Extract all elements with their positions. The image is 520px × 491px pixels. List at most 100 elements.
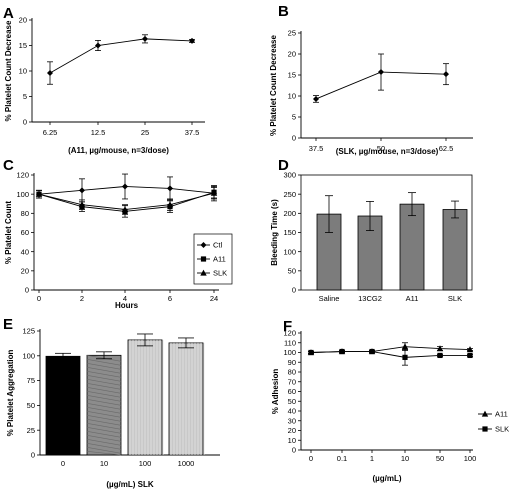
x-tick-label: 10 — [100, 459, 108, 468]
y-tick-label: 25 — [27, 426, 35, 435]
series-line — [49, 38, 193, 74]
y-axis-label: % Platelet Count Decrease — [4, 20, 13, 121]
legend-marker — [200, 242, 207, 248]
y-tick-label: 30 — [288, 416, 296, 425]
bar-hatch — [86, 431, 122, 438]
x-tick-label: 0 — [309, 454, 313, 463]
x-tick-label: 50 — [436, 454, 444, 463]
legend-label: Ctl — [213, 241, 223, 250]
y-tick-label: 60 — [288, 387, 296, 396]
y-tick-label: 70 — [288, 377, 296, 386]
y-axis-label: % Platelet Count — [4, 201, 13, 264]
y-tick-label: 100 — [22, 351, 35, 360]
y-tick-label: 20 — [21, 266, 29, 275]
y-tick-label: 80 — [21, 209, 29, 218]
y-tick-label: 10 — [288, 92, 296, 101]
x-tick-label: 37.5 — [309, 144, 324, 153]
panel-d: D 0 50 100 150 200 250 300 Bleeding Time (s) Sali… — [270, 157, 473, 303]
y-tick-label: 20 — [288, 426, 296, 435]
y-tick-label: 200 — [283, 209, 296, 218]
data-point — [369, 348, 375, 355]
y-tick-label: 250 — [283, 190, 296, 199]
x-tick-label: A11 — [406, 294, 419, 303]
y-tick-label: 0 — [31, 451, 35, 460]
bar-hatch — [86, 375, 122, 382]
bar-hatch — [86, 407, 122, 414]
x-tick-label: 0 — [37, 294, 41, 303]
data-point — [401, 343, 409, 350]
y-tick-label: 50 — [288, 266, 296, 275]
bar-hatch — [86, 443, 122, 450]
panel-letter: D — [278, 157, 289, 174]
bar — [399, 203, 425, 291]
x-axis-label: (SLK, µg/mouse, n=3/dose) — [336, 147, 439, 156]
y-tick-label: 15 — [19, 41, 27, 50]
panel-letter: F — [283, 318, 292, 335]
y-tick-label: 0 — [292, 446, 296, 455]
data-point — [35, 190, 43, 197]
x-tick-label: 4 — [123, 294, 127, 303]
data-point — [79, 187, 85, 194]
x-tick-label: 24 — [210, 294, 218, 303]
y-axis-label: % Adhesion — [271, 369, 280, 415]
bar-hatch — [86, 383, 122, 390]
x-axis-label: (µg/mL) — [372, 474, 401, 483]
x-tick-label: 13CG2 — [358, 294, 382, 303]
y-tick-label: 90 — [288, 358, 296, 367]
y-tick-label: 25 — [288, 29, 296, 38]
y-tick-label: 75 — [27, 376, 35, 385]
x-axis-label: (µg/mL) SLK — [106, 480, 153, 489]
legend-label: SLK — [495, 425, 509, 434]
y-axis-label: % Platelet Count Decrease — [269, 34, 278, 135]
y-tick-label: 40 — [288, 407, 296, 416]
data-point — [78, 201, 86, 208]
bar-hatch — [86, 427, 122, 434]
panel-letter: C — [3, 157, 14, 174]
y-tick-label: 120 — [283, 329, 296, 338]
x-tick-label: SLK — [448, 294, 462, 303]
bar — [45, 355, 81, 456]
bar-hatch — [86, 447, 122, 454]
data-point — [122, 183, 128, 190]
data-point — [142, 35, 148, 42]
bar-hatch — [86, 415, 122, 422]
y-tick-label: 5 — [292, 113, 296, 122]
panel-b: B 0 5 10 15 20 25 % Platelet Count Decrease 37.5… — [269, 3, 473, 156]
panel-letter: E — [3, 316, 13, 333]
x-axis-label: Hours — [115, 301, 139, 310]
y-tick-label: 60 — [21, 228, 29, 237]
y-tick-label: 120 — [16, 171, 29, 180]
bar-hatch — [86, 411, 122, 418]
legend-label: A11 — [213, 255, 226, 264]
data-point — [189, 37, 195, 44]
bar-hatch — [86, 451, 122, 456]
series-line — [310, 351, 470, 358]
data-point — [167, 185, 173, 192]
bar-hatch — [86, 367, 122, 374]
panel-letter: B — [278, 3, 289, 20]
y-tick-label: 15 — [288, 71, 296, 80]
y-tick-label: 0 — [292, 134, 296, 143]
x-tick-label: 10 — [401, 454, 409, 463]
x-tick-label: 100 — [139, 459, 152, 468]
bar — [442, 209, 468, 291]
y-tick-label: 0 — [292, 286, 296, 295]
y-tick-label: 10 — [19, 67, 27, 76]
legend-label: A11 — [495, 410, 508, 419]
bar — [357, 215, 383, 291]
x-tick-label: 37.5 — [185, 128, 200, 137]
x-tick-label: 25 — [141, 128, 149, 137]
x-tick-label: 100 — [464, 454, 477, 463]
y-tick-label: 50 — [27, 401, 35, 410]
data-point — [437, 352, 443, 359]
panel-e: E 0 25 50 75 100 125 % Platelet Aggregation 0 10 1… — [3, 316, 220, 489]
series-line — [38, 191, 215, 212]
data-point — [308, 349, 314, 356]
y-axis-label: Bleeding Time (s) — [270, 199, 279, 266]
bar-hatch — [86, 419, 122, 426]
data-point — [339, 348, 345, 355]
bar-hatch — [86, 423, 122, 430]
bar-hatch — [86, 403, 122, 410]
y-tick-label: 110 — [284, 338, 296, 347]
